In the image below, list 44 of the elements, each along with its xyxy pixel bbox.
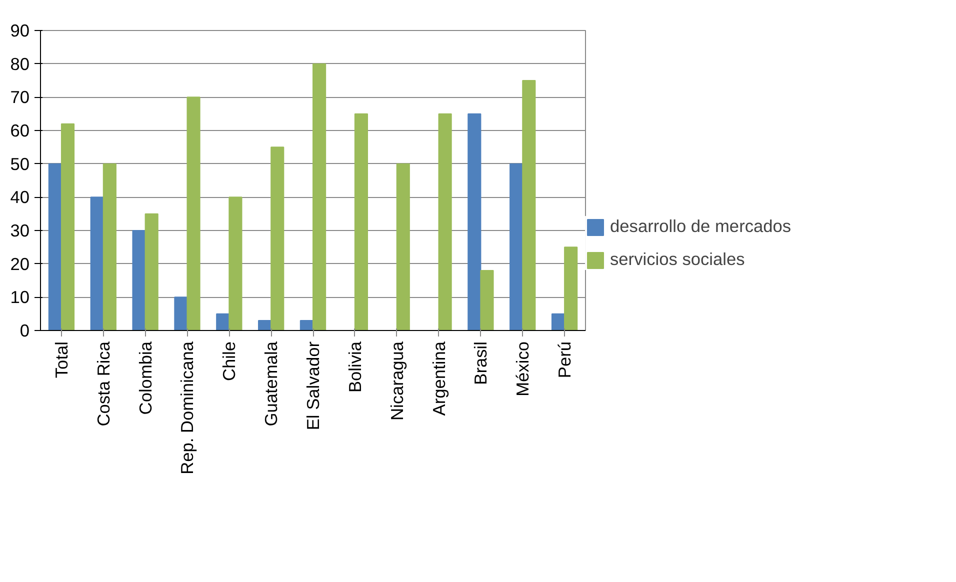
bar <box>144 213 158 330</box>
bar <box>468 113 482 330</box>
y-tick-label: 10 <box>10 287 30 308</box>
x-tick-label: Chile <box>219 341 240 381</box>
y-tick-label: 50 <box>10 154 30 174</box>
x-tick-label: Colombia <box>135 341 156 415</box>
bar <box>480 270 494 330</box>
x-tick-label: Rep. Dominicana <box>177 341 198 474</box>
x-tick-label: México <box>512 341 533 396</box>
bar <box>60 123 75 330</box>
legend-label: desarrollo de mercados <box>610 216 792 237</box>
bar <box>312 63 326 330</box>
x-tick-label: El Salvador <box>303 341 323 430</box>
x-tick-label: Total <box>51 341 72 378</box>
y-tick-label: 40 <box>10 187 30 208</box>
bar <box>132 230 146 330</box>
y-tick-label: 0 <box>20 320 30 340</box>
bar <box>90 196 104 330</box>
y-tick-label: 70 <box>10 87 30 108</box>
x-tick-label: Perú <box>554 341 575 378</box>
x-tick-label: Argentina <box>428 341 449 416</box>
x-tick-label: Guatemala <box>261 341 282 426</box>
y-tick-label: 80 <box>10 54 30 74</box>
bar <box>174 296 188 330</box>
bar <box>186 96 200 330</box>
bar <box>510 163 524 330</box>
x-tick-label: Brasil <box>470 341 491 385</box>
bar <box>228 196 242 330</box>
bar <box>270 146 284 330</box>
bar <box>438 113 452 330</box>
x-tick-label: Costa Rica <box>93 341 114 426</box>
y-tick-label: 30 <box>10 220 30 240</box>
x-tick-label: Bolivia <box>344 341 365 393</box>
y-tick-label: 60 <box>10 120 30 140</box>
y-tick-label: 20 <box>10 254 30 274</box>
legend-label: servicios sociales <box>610 249 745 270</box>
bar <box>522 80 536 330</box>
bar <box>564 246 578 330</box>
bar <box>396 163 410 330</box>
x-tick-label: Nicaragua <box>386 341 407 420</box>
bar <box>354 113 368 330</box>
y-tick-label: 90 <box>10 20 30 40</box>
bar <box>48 163 62 330</box>
bar <box>102 163 116 330</box>
